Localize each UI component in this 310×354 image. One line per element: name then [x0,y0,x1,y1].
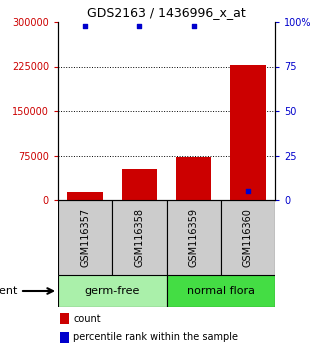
Bar [176,157,211,200]
Bar [221,200,275,275]
Point [137,23,142,28]
Point [246,188,250,194]
Text: GSM116359: GSM116359 [188,208,199,267]
Text: GSM116360: GSM116360 [243,208,253,267]
Bar [230,65,265,200]
Bar [58,200,112,275]
Bar [60,332,69,343]
Bar [68,192,103,200]
Text: count: count [73,314,101,324]
Bar [166,275,275,307]
Text: agent: agent [0,286,17,296]
Bar [58,275,166,307]
Bar [60,313,69,324]
Title: GDS2163 / 1436996_x_at: GDS2163 / 1436996_x_at [87,6,246,19]
Bar [112,200,166,275]
Text: GSM116357: GSM116357 [80,208,90,267]
Text: normal flora: normal flora [187,286,255,296]
Bar [122,169,157,200]
Bar [166,200,221,275]
Text: germ-free: germ-free [85,286,140,296]
Point [83,23,88,28]
Text: GSM116358: GSM116358 [134,208,144,267]
Text: percentile rank within the sample: percentile rank within the sample [73,332,238,342]
Point [191,23,196,28]
